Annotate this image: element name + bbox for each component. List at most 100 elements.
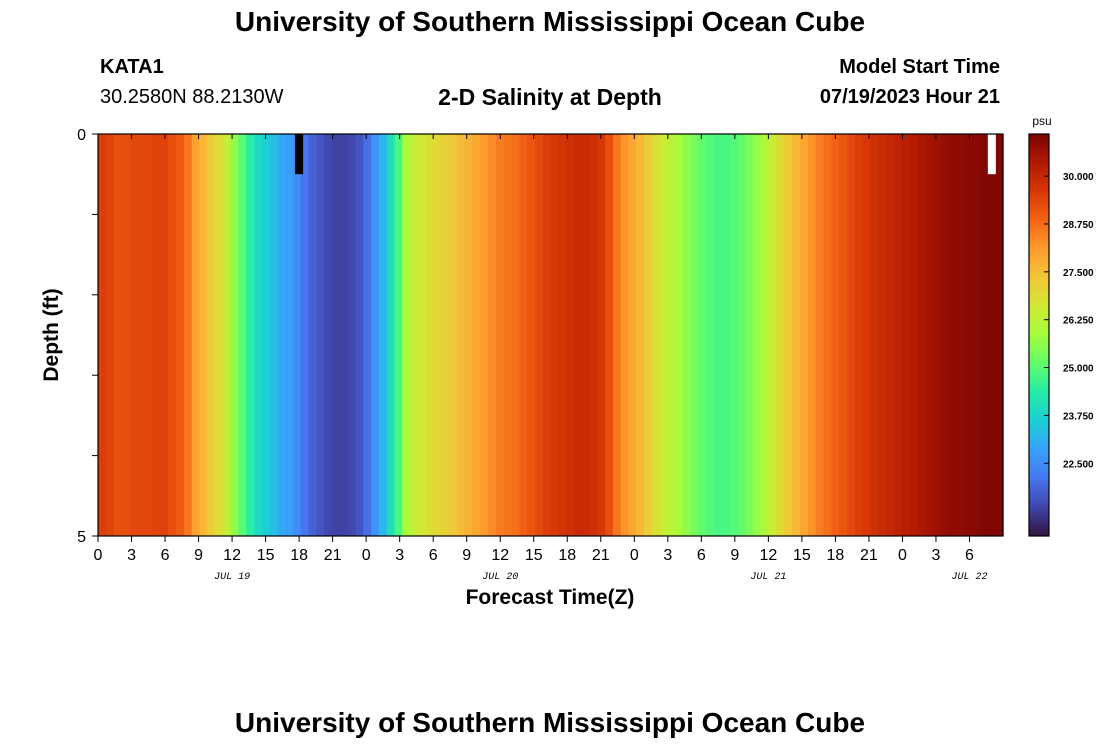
x-tick-label: 18 <box>558 547 576 564</box>
x-tick-label: 18 <box>290 547 308 564</box>
date-label: JUL 21 <box>750 572 786 583</box>
heatmap-cell <box>831 134 840 536</box>
heatmap-cell <box>363 134 372 536</box>
heatmap-cell <box>683 134 692 536</box>
x-tick-label: 0 <box>362 547 371 564</box>
x-axis: 0 3 6 9 12 15 18 21 0 3 6 9 12 15 18 21 0 3 6 9 12 15 18 21 0 3 6 J… <box>94 134 987 583</box>
heatmap-cell <box>160 134 169 536</box>
colorbar-scale <box>1028 133 1050 537</box>
heatmap-cell <box>893 134 903 536</box>
heatmap-cell <box>121 134 130 536</box>
heatmap-cell <box>573 134 583 536</box>
date-label: JUL 22 <box>951 572 987 583</box>
heatmap-cell <box>277 134 286 536</box>
heatmap-cell <box>105 134 115 536</box>
x-tick-label: 0 <box>630 547 639 564</box>
heatmap-cell <box>316 134 325 536</box>
date-label: JUL 20 <box>482 572 518 583</box>
heatmap-cell <box>792 134 801 536</box>
heatmap-cell <box>706 134 715 536</box>
heatmap-cell <box>675 134 684 536</box>
x-tick-label: 0 <box>94 547 103 564</box>
heatmap-cell <box>714 134 723 536</box>
heatmap-cell <box>425 134 435 536</box>
heatmap-cell <box>394 134 403 536</box>
heatmap-cell <box>222 134 232 536</box>
heatmap-cell <box>238 134 247 536</box>
colorbar-tick-label: 28.750 <box>1063 220 1094 231</box>
date-label: JUL 19 <box>214 572 250 583</box>
x-tick-label: 0 <box>898 547 907 564</box>
x-tick-label: 15 <box>793 547 811 564</box>
colorbar-tick-label: 30.000 <box>1063 172 1094 183</box>
heatmap-cell <box>129 134 138 536</box>
gap-mark <box>987 134 996 175</box>
missing-value-mark <box>295 134 304 175</box>
heatmap-cell <box>940 134 949 536</box>
heatmap-cell <box>620 134 630 536</box>
heatmap-cell <box>815 134 825 536</box>
heatmap-annotations <box>295 134 996 175</box>
heatmap-cell <box>885 134 895 536</box>
heatmap-cell <box>963 134 973 536</box>
heatmap-cell <box>98 134 107 536</box>
y-axis-label: Depth (ft) <box>40 288 63 381</box>
heatmap-cell <box>784 134 793 536</box>
heatmap-cell <box>144 134 154 536</box>
heatmap-cell <box>495 134 505 536</box>
heatmap-cell <box>846 134 856 536</box>
heatmap-cell <box>534 134 544 536</box>
heatmap-cell <box>737 134 747 536</box>
x-tick-label: 12 <box>759 547 777 564</box>
heatmap-cell <box>176 134 185 536</box>
x-tick-label: 12 <box>223 547 241 564</box>
heatmap-cell <box>979 134 988 536</box>
heatmap-cell <box>308 134 318 536</box>
heatmap-cell <box>488 134 497 536</box>
station-id: KATA1 <box>100 56 164 78</box>
colorbar: 30.000 28.750 27.500 26.250 25.000 23.750 22.5… <box>1028 133 1094 537</box>
heatmap-cell <box>761 134 770 536</box>
station-coordinates: 30.2580N 88.2130W <box>100 86 284 108</box>
heatmap-cell <box>199 134 208 536</box>
heatmap-cell <box>605 134 614 536</box>
x-tick-label: 15 <box>525 547 543 564</box>
x-tick-label: 12 <box>491 547 509 564</box>
heatmap-cell <box>417 134 427 536</box>
heatmap-cell <box>261 134 271 536</box>
heatmap-cell <box>137 134 146 536</box>
x-tick-label: 15 <box>257 547 275 564</box>
heatmap-cell <box>254 134 263 536</box>
heatmap-cell <box>566 134 575 536</box>
heatmap-cell <box>113 134 122 536</box>
x-tick-label: 3 <box>932 547 941 564</box>
heatmap-cell <box>285 134 294 536</box>
heatmap-cell <box>472 134 481 536</box>
x-tick-label: 9 <box>730 547 739 564</box>
heatmap-cell <box>480 134 489 536</box>
heatmap-cell <box>589 134 598 536</box>
heatmap-cell <box>753 134 762 536</box>
heatmap-cell <box>667 134 676 536</box>
heatmap-cell <box>995 134 1004 536</box>
heatmap-cell <box>690 134 700 536</box>
x-tick-label: 9 <box>462 547 471 564</box>
heatmap-cell <box>800 134 809 536</box>
x-tick-label: 3 <box>127 547 136 564</box>
heatmap-cell <box>901 134 910 536</box>
heatmap-cell <box>503 134 513 536</box>
heatmap-cell <box>183 134 193 536</box>
y-axis: 05 <box>77 127 98 546</box>
heatmap-cells <box>98 134 1004 536</box>
heatmap-cell <box>246 134 255 536</box>
heatmap-cell <box>168 134 177 536</box>
chart-subtitle: 2-D Salinity at Depth <box>438 84 662 110</box>
heatmap-cell <box>722 134 731 536</box>
heatmap-cell <box>651 134 661 536</box>
heatmap-cell <box>558 134 567 536</box>
heatmap-cell <box>823 134 832 536</box>
heatmap-cell <box>300 134 310 536</box>
heatmap-cell <box>449 134 458 536</box>
heatmap-cell <box>464 134 474 536</box>
